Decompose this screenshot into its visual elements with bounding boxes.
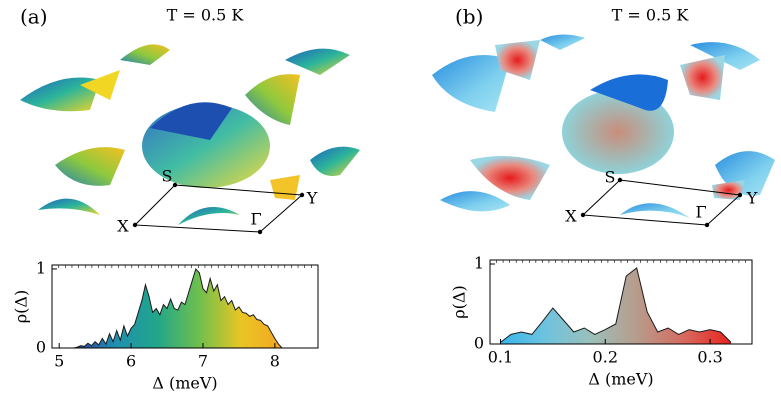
panel-label: (b) (455, 5, 483, 29)
x-tick-label: 5 (54, 352, 64, 371)
area-fill (500, 268, 732, 344)
area-fill (73, 268, 283, 348)
chart-title: T = 0.5 K (167, 6, 245, 25)
x-tick-label: 0.2 (593, 348, 618, 367)
x-tick-label: 0.1 (488, 348, 513, 367)
y-tick-label: 1 (474, 254, 484, 273)
bz-label: S (605, 168, 616, 187)
fermi-surface-a (20, 44, 360, 225)
bz-point (257, 229, 263, 235)
fermi-surface-b (432, 34, 775, 218)
bz-label: Y (306, 189, 318, 208)
x-tick-label: 6 (126, 352, 136, 371)
chart-title: T = 0.5 K (612, 6, 690, 25)
x-tick-label: 8 (270, 352, 280, 371)
bz-label: S (162, 167, 173, 186)
bz-label: X (117, 217, 129, 236)
bz-label: Y (746, 189, 758, 208)
y-tick-label: 0 (36, 338, 46, 357)
x-axis-label: Δ (meV) (152, 374, 217, 393)
bz-point (299, 192, 305, 198)
distribution-line (73, 267, 283, 349)
y-axis-label: ρ(Δ) (12, 290, 31, 323)
y-tick-label: 0 (474, 334, 484, 353)
bz-label: X (565, 207, 577, 226)
x-axis-label: Δ (meV) (588, 370, 653, 389)
bz-point (172, 182, 178, 188)
bz-point (704, 222, 710, 228)
panel-label: (a) (20, 5, 48, 29)
y-tick-label: 1 (36, 258, 46, 277)
bz-point (617, 177, 623, 183)
bz-label: Γ (250, 210, 261, 229)
x-tick-label: 7 (198, 352, 208, 371)
bz-point (580, 212, 586, 218)
bz-point (132, 222, 138, 228)
distribution-line (500, 267, 732, 343)
y-axis-label: ρ(Δ) (450, 285, 469, 318)
bz-label: Γ (695, 203, 706, 222)
x-tick-label: 0.3 (697, 348, 722, 367)
bz-point (737, 192, 743, 198)
